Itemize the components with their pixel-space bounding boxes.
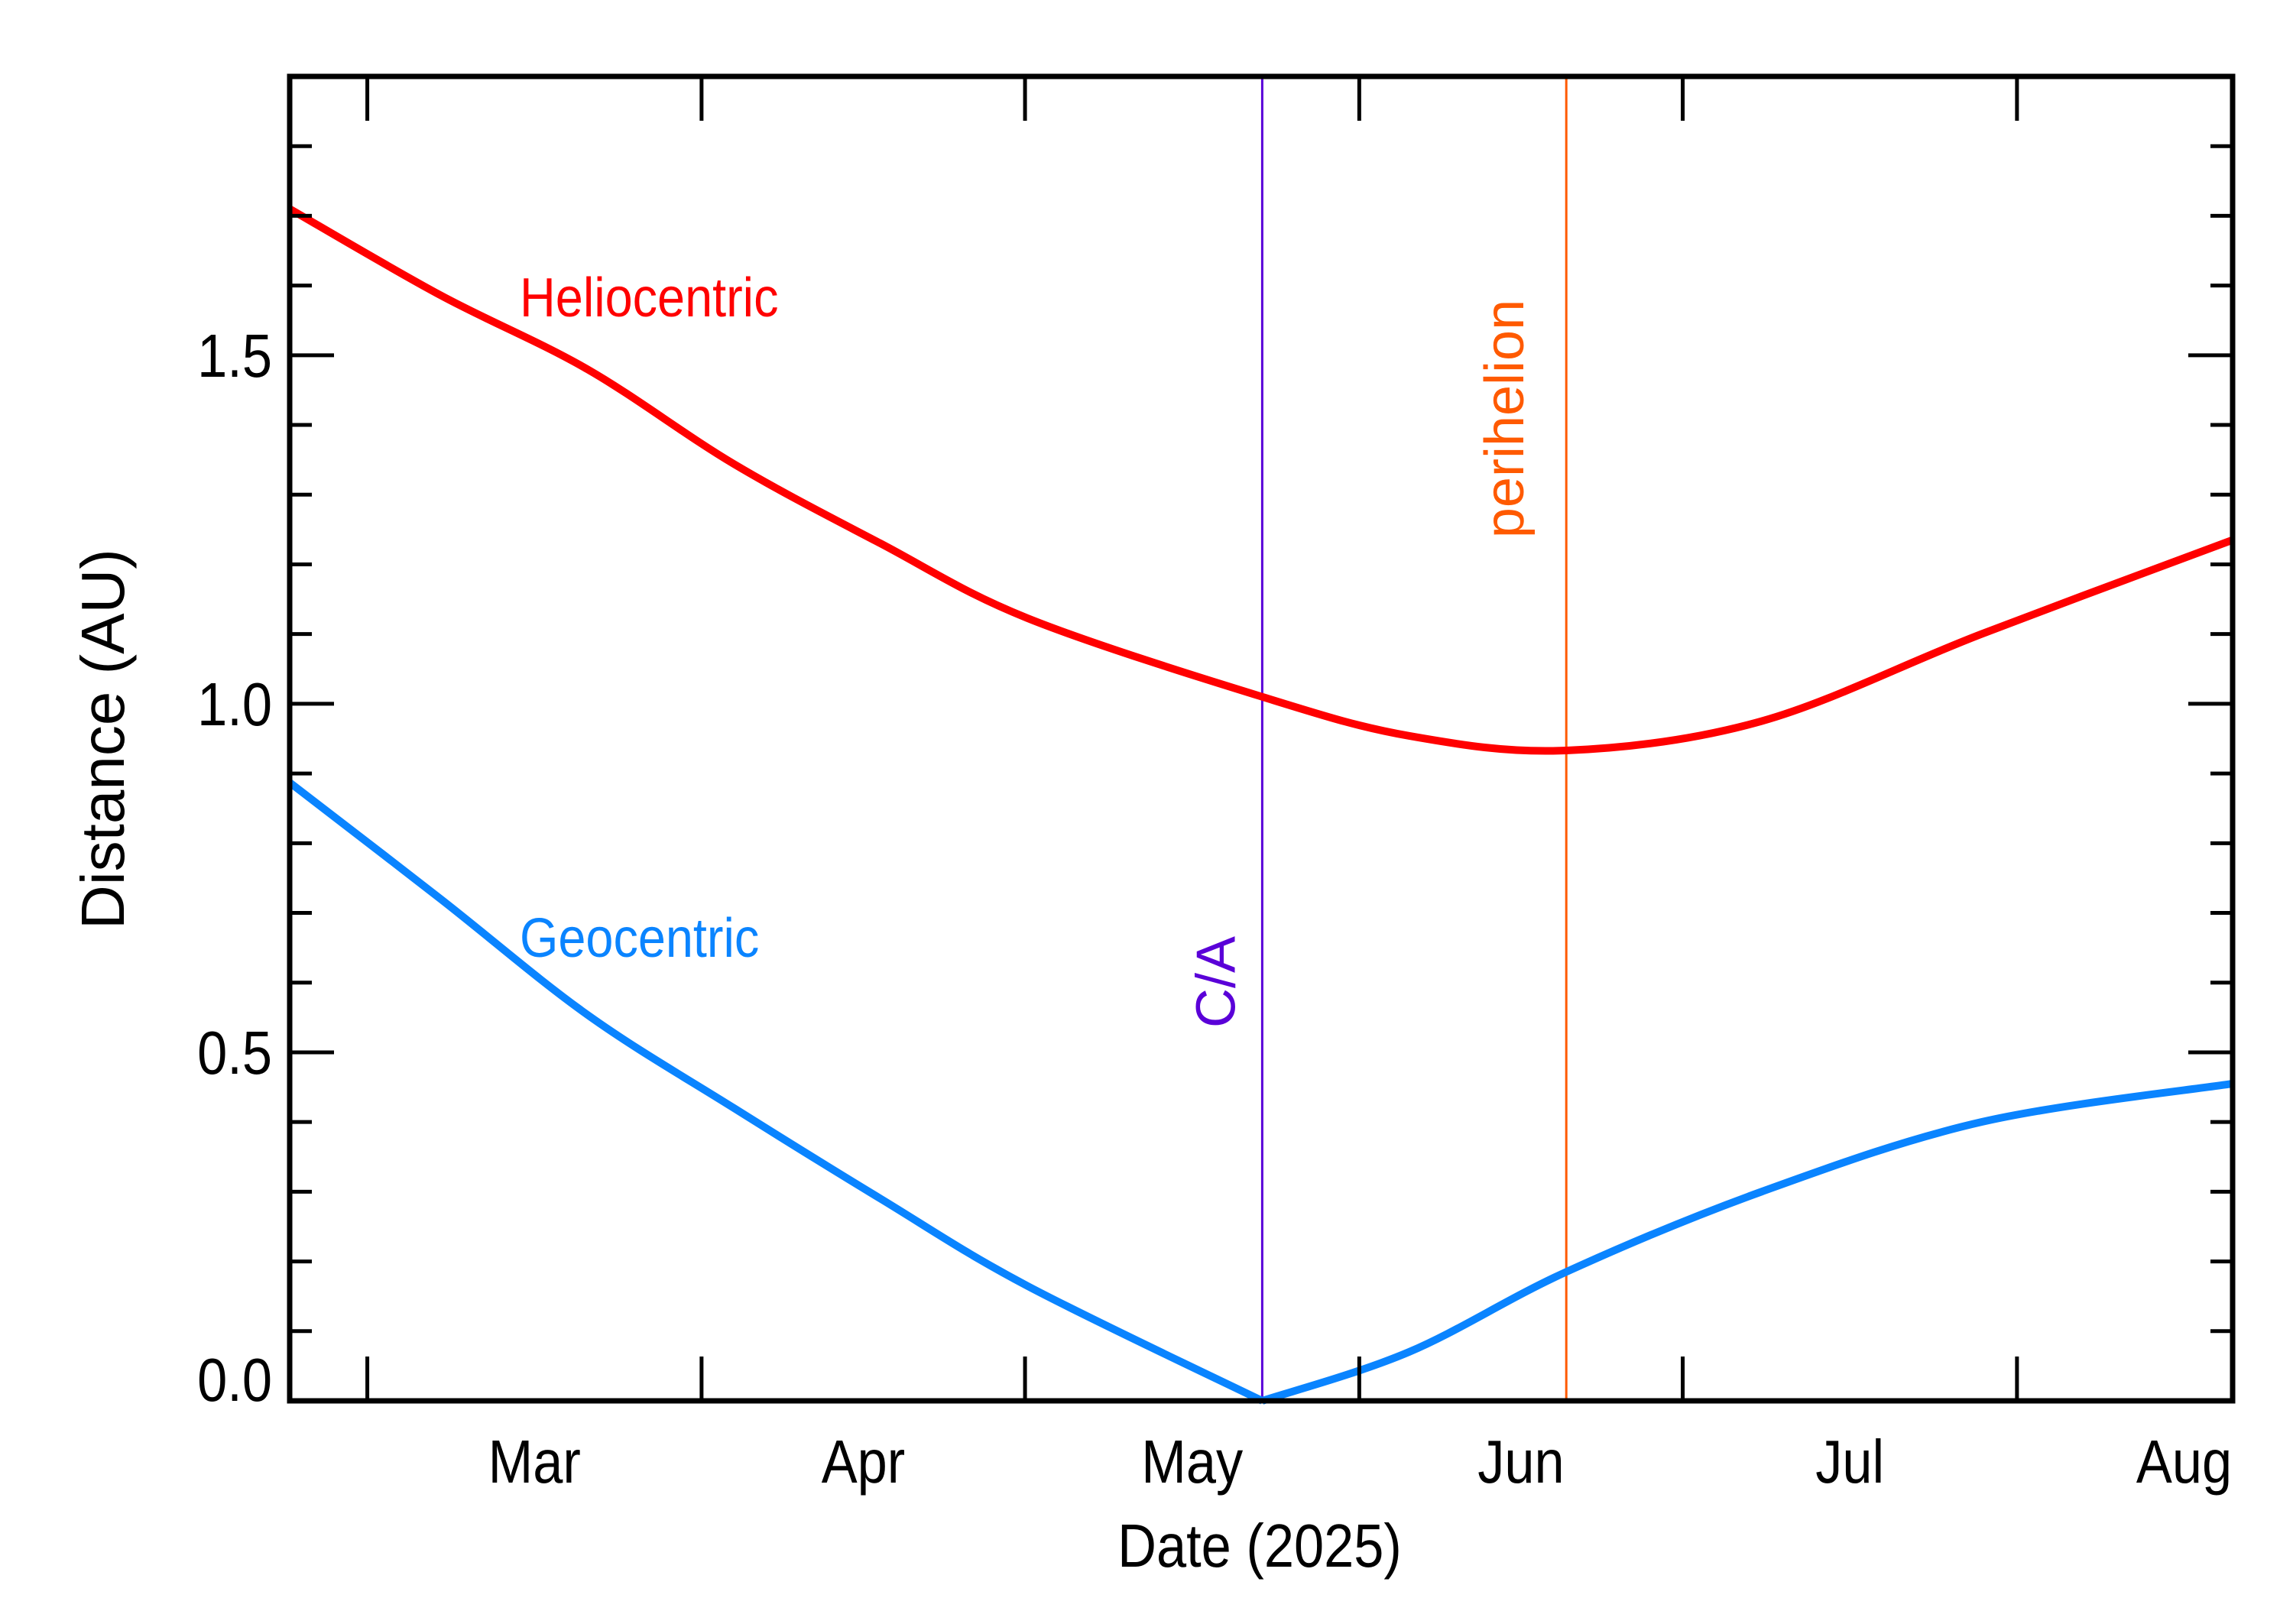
geocentric-series-line [1260, 1080, 2233, 1405]
x-tick-label: Apr [822, 1428, 906, 1496]
x-tick-label: Mar [488, 1428, 581, 1496]
geocentric-label: Geocentric [520, 907, 759, 969]
y-tick-label: 1.0 [197, 670, 272, 738]
geocentric-series-line [287, 780, 1264, 1405]
y-axis-title: Distance (AU) [69, 549, 137, 929]
x-tick-label: Jul [1815, 1428, 1884, 1496]
y-tick-label: 1.5 [197, 322, 272, 390]
x-tick-label: Jun [1477, 1428, 1564, 1496]
y-tick-label: 0.0 [197, 1346, 272, 1414]
heliocentric-series-line [287, 205, 2234, 755]
perihelion-marker-label: perihelion [1474, 300, 1536, 538]
x-tick-label: May [1141, 1428, 1243, 1496]
heliocentric-label: Heliocentric [520, 267, 778, 329]
x-axis-title: Date (2025) [1117, 1512, 1402, 1580]
plot-frame [287, 73, 2236, 1404]
x-tick-label: Aug [2136, 1428, 2232, 1496]
y-tick-label: 0.5 [197, 1019, 272, 1087]
ca-marker-label: C/A [1185, 936, 1247, 1028]
